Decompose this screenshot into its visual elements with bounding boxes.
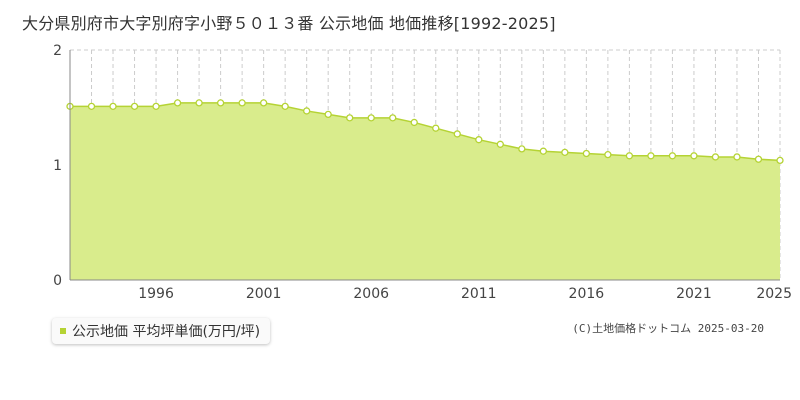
- y-tick-label: 2: [53, 43, 62, 59]
- y-tick-labels: 0 1 2: [53, 43, 62, 289]
- data-point: [87, 102, 96, 110]
- data-point: [690, 152, 698, 160]
- data-point: [324, 110, 332, 119]
- series-line: [70, 102, 781, 162]
- chart-title: 大分県別府市大字別府字小野５０１３番 公示地価 地価推移[1992-2025]: [22, 14, 556, 33]
- data-point: [410, 118, 418, 127]
- data-point: [389, 114, 397, 122]
- data-point: [130, 102, 139, 110]
- data-point: [496, 140, 504, 148]
- x-tick-label: 2016: [569, 286, 605, 302]
- x-tick-label: 1996: [138, 286, 174, 302]
- y-tick-label: 0: [53, 273, 62, 289]
- data-point: [733, 153, 741, 161]
- x-tick-label: 2021: [676, 286, 712, 302]
- data-point: [539, 147, 547, 155]
- data-point: [604, 150, 612, 159]
- x-tick-label: 2011: [461, 286, 497, 302]
- data-point: [754, 155, 763, 163]
- data-point: [668, 152, 677, 160]
- x-tick-label: 2006: [353, 286, 389, 302]
- credit-text: (C)土地価格ドットコム 2025-03-20: [572, 322, 764, 335]
- data-point: [453, 130, 461, 138]
- data-point: [303, 107, 311, 115]
- data-point: [346, 114, 354, 122]
- data-point: [475, 136, 483, 144]
- data-point: [173, 99, 182, 107]
- data-point: [561, 148, 569, 157]
- legend-swatch: [60, 328, 66, 334]
- legend: 公示地価 平均坪単価(万円/坪): [52, 318, 271, 344]
- data-point: [109, 102, 117, 110]
- legend-label: 公示地価 平均坪単価(万円/坪): [72, 324, 261, 340]
- x-tick-label: 2025: [756, 286, 792, 302]
- data-point: [195, 99, 203, 107]
- data-point: [367, 114, 375, 122]
- x-tick-labels: 1996 2001 2006 2011 2016 2021 2025: [138, 286, 792, 302]
- data-point: [647, 152, 655, 160]
- data-point: [776, 156, 784, 165]
- data-point: [152, 102, 160, 110]
- y-tick-label: 1: [53, 158, 62, 174]
- data-point: [582, 149, 591, 158]
- data-point: [259, 99, 268, 107]
- data-point: [238, 99, 246, 107]
- data-point: [625, 152, 634, 160]
- data-point: [216, 99, 225, 107]
- data-point: [711, 153, 720, 161]
- data-point: [281, 102, 289, 110]
- data-point: [518, 145, 526, 153]
- area-fill: [70, 102, 780, 281]
- x-tick-label: 2001: [246, 286, 282, 302]
- axes: [69, 50, 780, 281]
- data-point: [432, 124, 440, 132]
